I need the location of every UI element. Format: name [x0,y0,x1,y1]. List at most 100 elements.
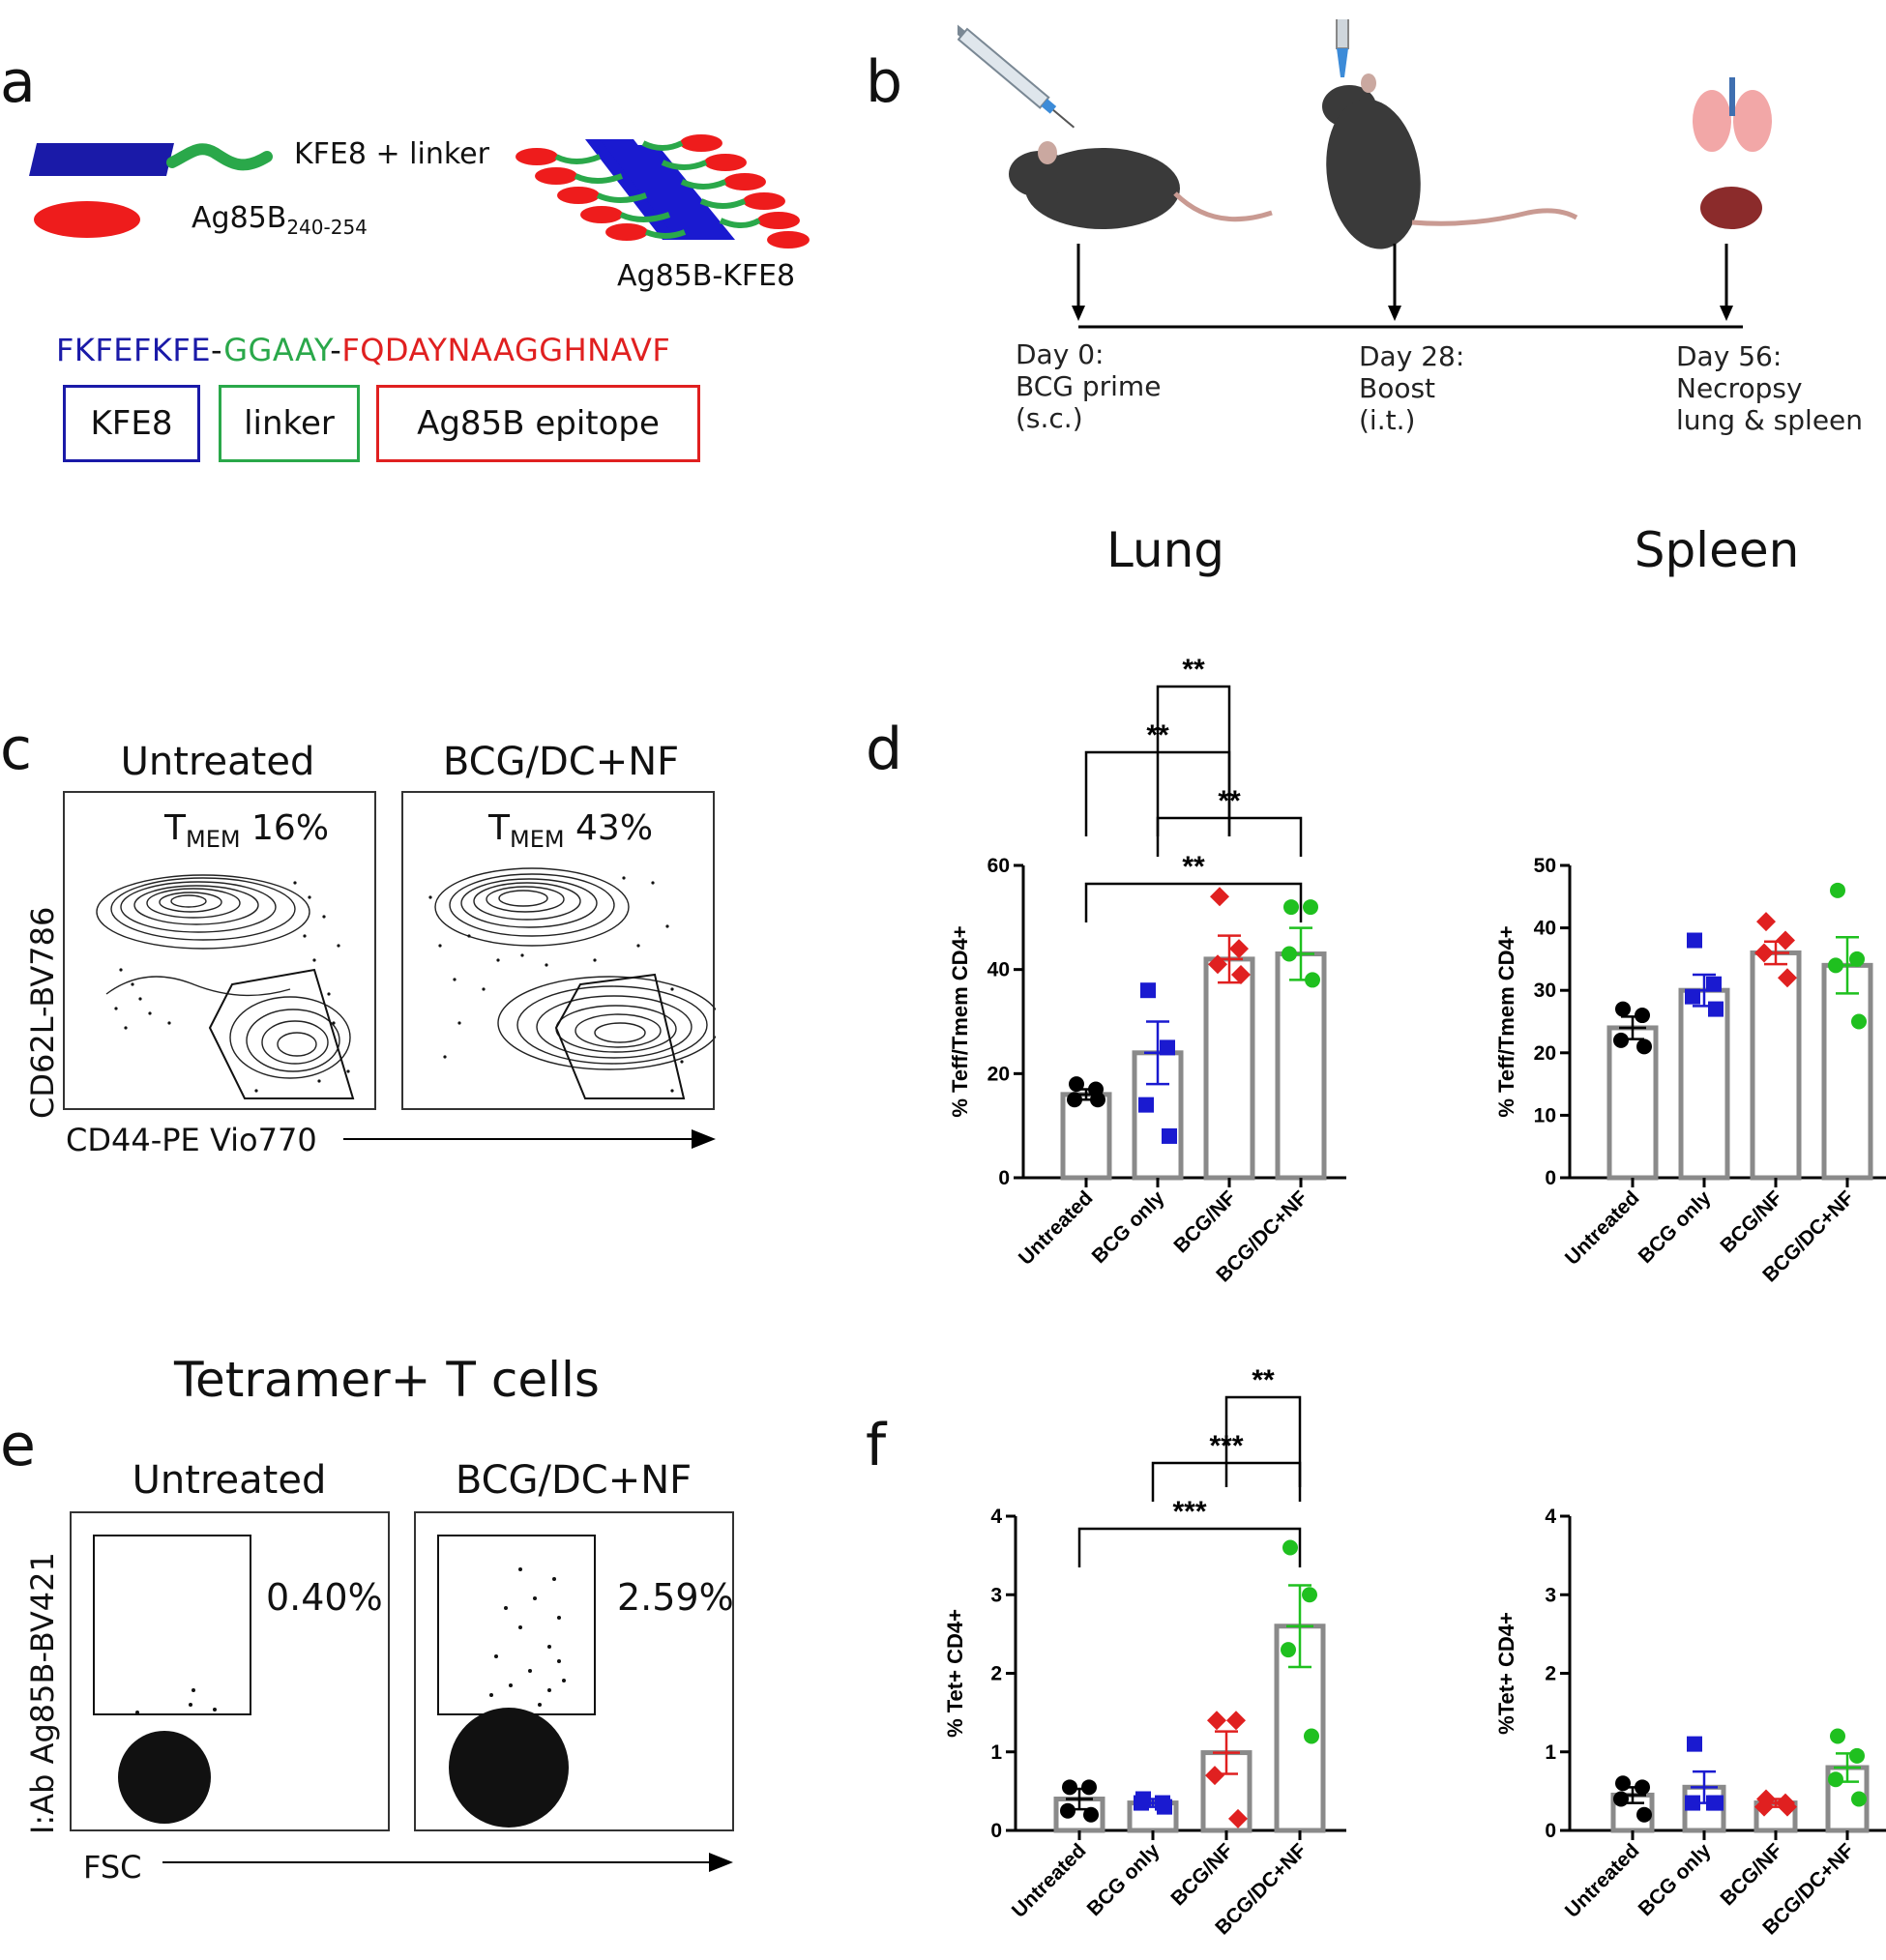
syringe-icon [958,19,1076,129]
bar-bcg-only [1678,987,1730,1181]
kfe-linker-label: KFE8 + linker [294,137,489,171]
significance-label: ** [1252,1364,1275,1396]
x-tick-label: BCG/NF [1716,1839,1786,1910]
flow-c-y-axis-label: CD62L-BV786 [24,906,61,1119]
data-point [1157,1799,1172,1815]
timeline-day28: Day 28: Boost (i.t.) [1359,340,1465,436]
data-point [1615,1775,1631,1792]
y-tick-label: 20 [1534,1042,1556,1065]
significance-label: *** [1172,1496,1206,1528]
chart-d-spleen: 0 10 20 30 40 50 % Teff/Tmem CD4+ UntreatedBCG … [1494,855,1886,1287]
gate-label-tmem-bcg-dc-nf: TMEM 43% [488,808,654,854]
nanofiber-assembly-icon [516,134,810,249]
data-point [1138,1097,1154,1113]
data-point [1228,1808,1248,1828]
data-point [1706,976,1722,992]
panel-label-f: f [866,1412,887,1479]
data-point [1282,1539,1298,1556]
lung-icon [1693,77,1772,152]
y-tick-label: 60 [987,855,1010,877]
y-tick-label: 20 [987,1063,1010,1085]
tetramer-title: Tetramer+ T cells [174,1352,600,1408]
data-point [1708,1795,1724,1811]
y-axis-label: %Tet+ CD4+ [1494,1612,1518,1735]
y-tick-label: 1 [990,1741,1002,1764]
pipette-icon [1336,19,1349,77]
data-point [1283,899,1299,916]
data-point [1305,972,1320,988]
data-point [1849,1747,1865,1764]
kfe8-box: KFE8 [63,385,200,462]
flow-e-y-axis-label: I:Ab Ag85B-BV421 [24,1552,61,1834]
data-point [1685,1795,1700,1811]
data-point [1685,988,1700,1005]
y-tick-label: 40 [1534,918,1556,940]
data-point [1635,1008,1650,1024]
data-point [1615,1001,1631,1017]
data-point [1229,939,1249,959]
data-point [1304,1728,1319,1744]
data-point [1635,1779,1650,1796]
data-point [1636,1806,1652,1823]
data-point [1778,1797,1797,1817]
flow-e-x-arrow-icon [162,1853,733,1872]
y-tick-label: 2 [1545,1663,1556,1685]
data-point [1140,982,1156,999]
timeline-day56: Day 56: Necropsy lung & spleen [1676,340,1864,436]
y-tick-label: 0 [998,1167,1010,1189]
x-tick-label: BCG only [1088,1186,1169,1268]
data-point [1776,930,1795,951]
y-tick-label: 0 [990,1820,1002,1842]
epitope-box: Ag85B epitope [376,385,700,462]
data-point [1281,1642,1296,1658]
panel-label-e: e [0,1412,36,1479]
significance-bracket [1084,882,1303,922]
x-tick-label: Untreated [1015,1186,1098,1270]
mouse-icon [1009,141,1273,229]
y-tick-label: 0 [1545,1820,1556,1842]
data-point [1778,968,1797,988]
flow-e-right-title: BCG/DC+NF [455,1458,693,1503]
data-point [1756,912,1776,932]
spleen-header: Spleen [1634,522,1800,578]
data-point [1060,1802,1076,1819]
gate-label-tmem-untreated: TMEM 16% [164,808,330,854]
mouse-upright-icon [1322,73,1578,249]
data-point [1069,1076,1084,1093]
y-tick-label: 4 [1545,1506,1556,1528]
data-point [1828,1771,1843,1788]
timeline-day0: Day 0: BCG prime (s.c.) [1016,338,1162,434]
tetramer-pct-untreated: 0.40% [266,1576,383,1619]
linker-icon [166,143,273,171]
data-point [1851,1013,1867,1030]
data-point [1162,1127,1177,1144]
data-point [1687,932,1702,949]
data-point [1687,1736,1702,1752]
data-point [1851,1791,1867,1807]
cell-cloud [118,1731,211,1824]
peptide-sequence: FKFEFKFE-GGAAY-FQDAYNAAGGHNAVF [56,332,671,368]
linker-box: linker [219,385,360,462]
panel-label-b: b [866,48,903,116]
bar-untreated [1060,1092,1112,1181]
data-point [1828,957,1843,974]
x-tick-label: BCG/NF [1166,1839,1237,1910]
x-tick-label: Untreated [1561,1839,1644,1922]
y-tick-label: 40 [987,959,1010,981]
data-point [1205,1766,1224,1786]
lung-header: Lung [1105,522,1225,578]
flow-plot-bcg-dc-nf-cd44-cd62l [401,791,716,1110]
significance-bracket [1077,1527,1302,1567]
y-tick-label: 3 [990,1584,1002,1606]
flow-c-x-axis-label: CD44-PE Vio770 [66,1122,317,1158]
kfe8-block-icon [29,143,174,176]
y-tick-label: 2 [990,1663,1002,1685]
significance-label: ** [1182,851,1205,883]
x-tick-label: Untreated [1561,1186,1644,1270]
data-point [1134,1795,1149,1811]
bar-bcg-nf [1203,956,1255,1181]
flow-c-x-arrow-icon [343,1129,716,1149]
x-tick-label: BCG/NF [1169,1186,1240,1257]
data-point [1849,951,1865,967]
